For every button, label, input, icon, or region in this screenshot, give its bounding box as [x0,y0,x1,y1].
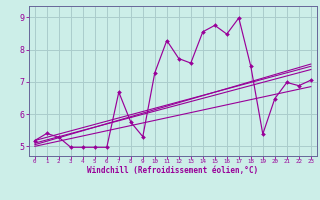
X-axis label: Windchill (Refroidissement éolien,°C): Windchill (Refroidissement éolien,°C) [87,166,258,175]
